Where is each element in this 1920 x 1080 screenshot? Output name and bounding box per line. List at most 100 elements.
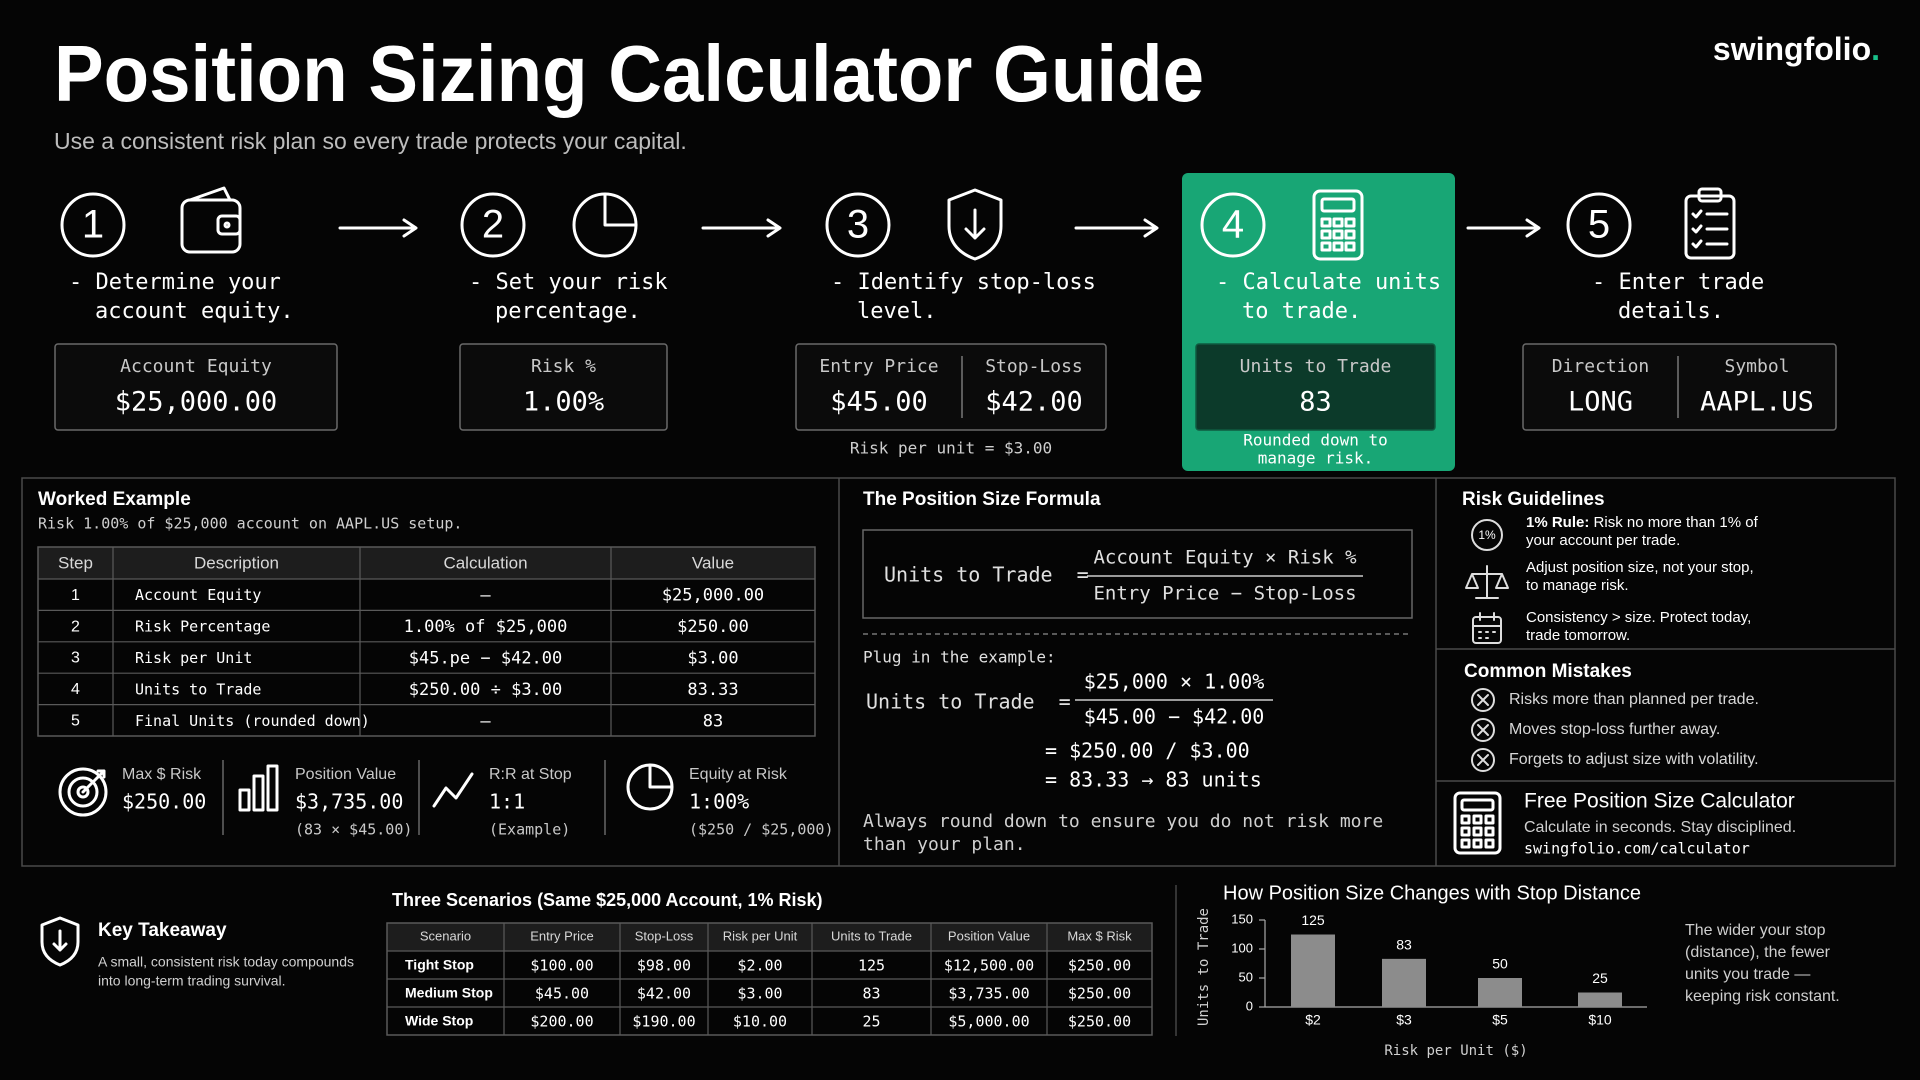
- value-label: 25: [1592, 970, 1608, 986]
- table-cell: $200.00: [530, 1013, 593, 1031]
- calculator-text: Calculate in seconds. Stay disciplined.: [1524, 819, 1796, 836]
- table-cell: $190.00: [632, 1013, 695, 1031]
- logo-dot: .: [1871, 31, 1880, 67]
- step-note: Risk per unit = $3.00: [850, 439, 1052, 458]
- step-circle: [1200, 192, 1266, 258]
- flow-arrows: [338, 218, 1541, 238]
- calendar-icon: [1472, 612, 1502, 644]
- field-box: [1522, 343, 1837, 431]
- step-number: 5: [1588, 203, 1610, 247]
- stat-value: 1:1: [489, 790, 525, 814]
- step-description: account equity.: [95, 299, 294, 324]
- formula-text: Plug in the example:: [863, 648, 1056, 667]
- field-value: 1.00%: [523, 387, 604, 418]
- field-box: [459, 343, 668, 431]
- page-title: Position Sizing Calculator Guide: [54, 29, 1204, 118]
- step-number: 4: [1222, 203, 1244, 247]
- arrow: [1074, 218, 1159, 238]
- step-description: level.: [857, 299, 936, 324]
- step-description: - Determine your: [69, 270, 281, 295]
- formula-text: $45.00 − $42.00: [1084, 705, 1265, 729]
- guideline-text: trade tomorrow.: [1526, 627, 1630, 644]
- panel-frames: [21, 477, 1896, 1036]
- step-description: percentage.: [495, 299, 641, 324]
- arrow: [1466, 218, 1541, 238]
- table-cell: $42.00: [637, 985, 691, 1003]
- mistake-text: Forgets to adjust size with volatility.: [1509, 751, 1759, 768]
- step-note: Rounded down to: [1243, 431, 1388, 450]
- y-tick-label: 0: [1246, 998, 1253, 1013]
- table-cell: 83.33: [687, 680, 738, 700]
- step-number: 3: [847, 203, 869, 247]
- calculator-icon: [1312, 189, 1364, 261]
- table-header: Risk per Unit: [723, 928, 798, 943]
- x-icons: [1471, 688, 1495, 772]
- field-label: Direction: [1552, 356, 1650, 377]
- table-header: Entry Price: [530, 928, 594, 943]
- takeaway-text: into long-term trading survival.: [98, 973, 286, 989]
- formula-result: = 83.33 → 83 units: [1045, 768, 1262, 792]
- stat-value: 1:00%: [689, 790, 749, 814]
- x-tick-label: $5: [1492, 1012, 1508, 1028]
- bar-icon: [238, 764, 279, 812]
- table-cell: Final Units (rounded down): [135, 712, 370, 730]
- guideline-icons: [1453, 519, 1509, 855]
- table-cell: $250.00: [1068, 985, 1131, 1003]
- table-cell: 3: [71, 650, 80, 667]
- step-description: to trade.: [1242, 299, 1361, 324]
- table-cell: $45.00: [535, 985, 589, 1003]
- pie-icon: [572, 192, 638, 258]
- table-header: Units to Trade: [831, 928, 912, 943]
- table-cell: $12,500.00: [944, 957, 1034, 975]
- table-cell: Medium Stop: [405, 985, 493, 1001]
- table-cell: $3.00: [687, 649, 738, 669]
- formula-text: Units to Trade =: [884, 563, 1089, 587]
- field-value: $42.00: [985, 387, 1083, 418]
- guideline-text: Risk no more than 1% of: [1589, 514, 1758, 531]
- table-cell: $100.00: [530, 957, 593, 975]
- chart-annotation: (distance), the fewer: [1685, 944, 1831, 961]
- logo: swingfolio.: [1713, 31, 1880, 67]
- formula-text: Account Equity × Risk %: [1093, 547, 1357, 569]
- table-header-bg: [387, 923, 1152, 951]
- field-value: $45.00: [830, 387, 928, 418]
- takeaway-text: A small, consistent risk today compounds: [98, 954, 354, 970]
- table-header: Position Value: [948, 928, 1030, 943]
- table-header: Step: [58, 553, 93, 572]
- guideline-line: 1% Rule: Risk no more than 1% of: [1526, 514, 1759, 531]
- formula-note: Always round down to ensure you do not r…: [863, 811, 1383, 832]
- value-label: 50: [1492, 956, 1508, 972]
- panel-title: The Position Size Formula: [863, 489, 1101, 510]
- step-description: - Set your risk: [469, 270, 668, 295]
- table-cell: 25: [862, 1013, 880, 1031]
- table-header: Description: [194, 553, 279, 572]
- field-box: [54, 343, 338, 431]
- y-tick-label: 100: [1231, 940, 1253, 955]
- field-label: Stop-Loss: [985, 356, 1083, 377]
- bar: [1478, 978, 1522, 1007]
- table-cell: $250.00: [677, 617, 749, 637]
- stat-label: Position Value: [295, 766, 396, 783]
- x-tick-label: $3: [1396, 1012, 1412, 1028]
- guideline-text: to manage risk.: [1526, 577, 1629, 594]
- chart-title: How Position Size Changes with Stop Dist…: [1223, 882, 1641, 904]
- table-cell: $3.00: [737, 985, 782, 1003]
- calculator-icon: [1453, 791, 1502, 855]
- table-cell: Account Equity: [135, 586, 261, 604]
- field-value: $25,000.00: [115, 387, 278, 418]
- bar: [1382, 958, 1426, 1007]
- arrow: [701, 218, 782, 238]
- mistake-text: Moves stop-loss further away.: [1509, 721, 1720, 738]
- table-cell: Wide Stop: [405, 1013, 473, 1029]
- formula-result: = $250.00 / $3.00: [1045, 739, 1250, 763]
- table-cell: Units to Trade: [135, 680, 261, 698]
- stat-icons: [58, 763, 674, 817]
- field-label: Account Equity: [120, 356, 272, 377]
- table-header: Scenario: [420, 928, 471, 943]
- table-title: Three Scenarios (Same $25,000 Account, 1…: [392, 890, 823, 910]
- stat-label: R:R at Stop: [489, 766, 572, 783]
- formula-text: Entry Price − Stop-Loss: [1093, 583, 1356, 605]
